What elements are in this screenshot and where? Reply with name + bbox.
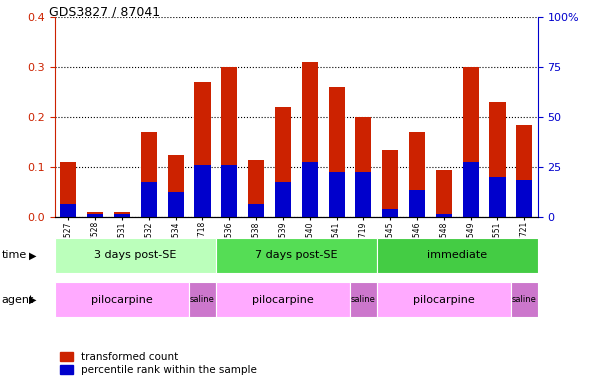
Bar — [329, 172, 345, 217]
Bar — [275, 107, 291, 217]
Legend: transformed count, percentile rank within the sample: transformed count, percentile rank withi… — [60, 353, 257, 375]
Text: GDS3827 / 87041: GDS3827 / 87041 — [49, 6, 160, 19]
Bar — [114, 215, 130, 217]
Bar — [248, 205, 264, 217]
Text: saline: saline — [512, 295, 536, 304]
Bar — [216, 282, 350, 317]
Bar — [382, 210, 398, 217]
Bar — [489, 102, 505, 217]
Text: pilocarpine: pilocarpine — [91, 295, 153, 305]
Bar — [463, 162, 478, 217]
Bar — [436, 215, 452, 217]
Bar — [350, 282, 377, 317]
Bar — [55, 238, 216, 273]
Bar — [167, 155, 184, 217]
Bar — [194, 165, 211, 217]
Bar — [377, 238, 538, 273]
Text: pilocarpine: pilocarpine — [413, 295, 475, 305]
Bar — [248, 160, 264, 217]
Text: agent: agent — [2, 295, 34, 305]
Bar — [141, 182, 157, 217]
Bar — [114, 212, 130, 217]
Bar — [409, 190, 425, 217]
Bar — [377, 282, 511, 317]
Text: saline: saline — [190, 295, 215, 304]
Bar — [329, 87, 345, 217]
Bar — [87, 212, 103, 217]
Text: ▶: ▶ — [29, 295, 37, 305]
Bar — [221, 165, 237, 217]
Bar — [409, 132, 425, 217]
Bar — [216, 238, 377, 273]
Text: saline: saline — [351, 295, 376, 304]
Bar — [511, 282, 538, 317]
Bar — [302, 162, 318, 217]
Bar — [356, 172, 371, 217]
Bar — [221, 67, 237, 217]
Bar — [189, 282, 216, 317]
Bar — [141, 132, 157, 217]
Bar — [275, 182, 291, 217]
Text: ▶: ▶ — [29, 250, 37, 260]
Text: 3 days post-SE: 3 days post-SE — [94, 250, 177, 260]
Bar — [60, 162, 76, 217]
Bar — [356, 117, 371, 217]
Bar — [167, 192, 184, 217]
Text: time: time — [2, 250, 27, 260]
Bar — [516, 125, 532, 217]
Bar — [463, 67, 478, 217]
Text: 7 days post-SE: 7 days post-SE — [255, 250, 338, 260]
Bar — [436, 170, 452, 217]
Text: pilocarpine: pilocarpine — [252, 295, 314, 305]
Bar — [60, 205, 76, 217]
Bar — [194, 82, 211, 217]
Bar — [489, 177, 505, 217]
Bar — [516, 180, 532, 217]
Text: immediate: immediate — [427, 250, 488, 260]
Bar — [382, 150, 398, 217]
Bar — [55, 282, 189, 317]
Bar — [302, 62, 318, 217]
Bar — [87, 215, 103, 217]
